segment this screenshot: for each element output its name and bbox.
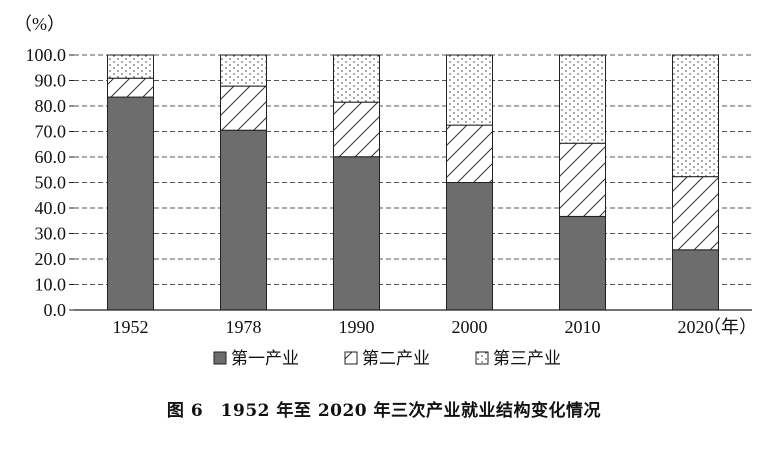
x-tick-label: 1952 (113, 317, 149, 337)
y-tick-label: 60.0 (35, 147, 67, 167)
legend-swatch (344, 351, 358, 365)
y-tick-label: 0.0 (44, 300, 67, 320)
x-tick-label: 2000 (452, 317, 488, 337)
x-tick-label: 1978 (226, 317, 262, 337)
y-tick-label: 10.0 (35, 275, 67, 295)
legend-label: 第一产业 (231, 349, 299, 369)
bar-segment-primary (672, 249, 719, 311)
bar-segment-primary (220, 129, 267, 311)
x-tick-label: 2010 (565, 317, 601, 337)
gridlines (74, 54, 752, 285)
bar-segment-secondary (107, 77, 154, 98)
y-tick-label: 30.0 (35, 224, 67, 244)
legend-label: 第三产业 (493, 349, 561, 369)
bar-segment-tertiary (559, 54, 606, 144)
bar-segment-tertiary (107, 54, 154, 79)
y-tick-label: 20.0 (35, 249, 67, 269)
y-tick-labels: 0.0 10.0 20.0 30.0 40.0 50.0 60.0 70.0 80.0 90.0 1… (26, 45, 74, 320)
bar-segment-primary (446, 182, 493, 311)
bar-segment-secondary (559, 142, 606, 217)
y-tick-label: 70.0 (35, 122, 67, 142)
y-tick-label: 80.0 (35, 96, 67, 116)
bar-segment-tertiary (333, 54, 380, 103)
bar-segment-secondary (446, 124, 493, 183)
bar-segment-primary (333, 156, 380, 311)
y-axis-unit-label: （%） (14, 14, 65, 34)
x-tick-label: 1990 (339, 317, 375, 337)
x-tick-labels: 1952 1978 1990 2000 2010 2020 (113, 317, 714, 337)
bar-segment-secondary (220, 85, 267, 131)
x-axis-unit-label: （年） (703, 317, 757, 337)
legend-label: 第二产业 (362, 349, 430, 369)
x-tick-label: 2020 (678, 317, 714, 337)
y-tick-label: 100.0 (26, 45, 67, 65)
legend: 第一产业 第二产业 第三产业 (213, 349, 561, 369)
bar-segment-tertiary (446, 54, 493, 126)
legend-swatch (213, 351, 227, 365)
figure-caption: 图 6 1952 年至 2020 年三次产业就业结构变化情况 (166, 401, 602, 421)
y-tick-label: 50.0 (35, 173, 67, 193)
y-tick-label: 90.0 (35, 71, 67, 91)
bar-segment-secondary (672, 176, 719, 251)
bar-segment-tertiary (672, 54, 719, 178)
bar-segment-tertiary (220, 54, 267, 87)
bar-segment-secondary (333, 101, 380, 158)
legend-swatch (475, 351, 489, 365)
bar-segment-primary (559, 215, 606, 311)
y-tick-label: 40.0 (35, 198, 67, 218)
bars (107, 54, 719, 311)
bar-segment-primary (107, 96, 154, 311)
